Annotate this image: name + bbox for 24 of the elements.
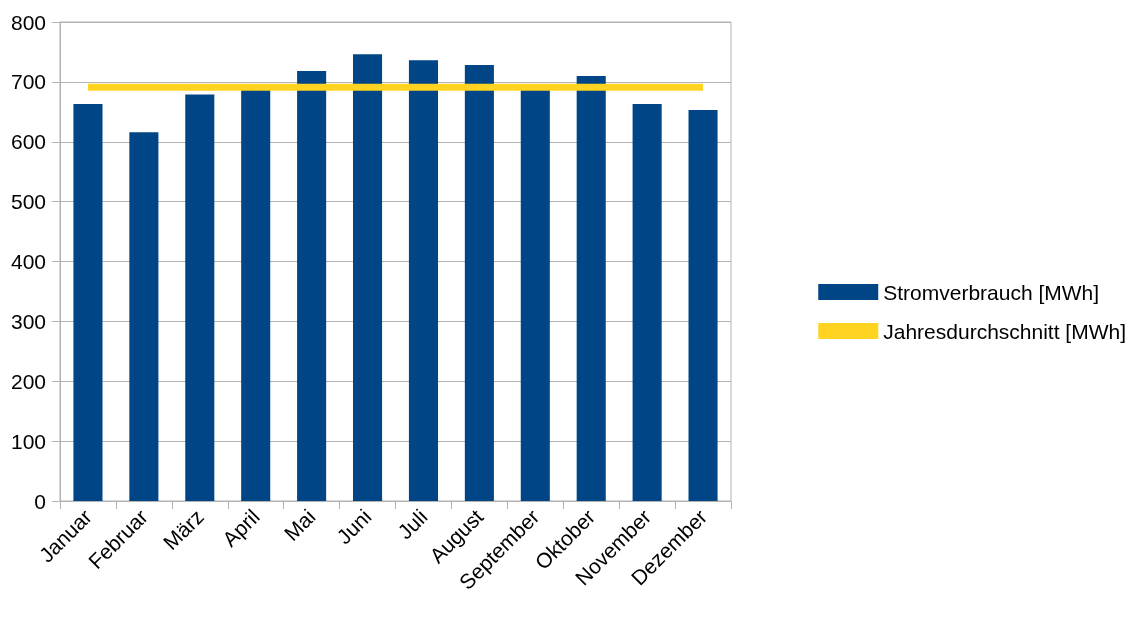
x-tick-label: Juni [332, 504, 376, 549]
y-tick-label: 100 [10, 429, 46, 453]
y-tick-label: 0 [34, 489, 46, 513]
y-tick-label: 600 [10, 130, 46, 154]
bar [73, 104, 103, 501]
bar [297, 71, 327, 501]
bar [408, 60, 438, 501]
bar [353, 54, 383, 501]
y-tick-label: 300 [10, 309, 46, 333]
y-tick-label: 500 [10, 190, 46, 214]
y-tick-label: 200 [10, 369, 46, 393]
legend-label: Stromverbrauch [MWh] [883, 280, 1100, 304]
y-tick-label: 700 [10, 70, 46, 94]
y-tick-label: 800 [10, 10, 46, 34]
x-tick-label: Juli [393, 504, 432, 544]
y-tick-label: 400 [10, 250, 46, 273]
bar [688, 110, 718, 501]
bar [464, 65, 494, 501]
x-tick-label: Mai [279, 504, 320, 546]
bar [632, 104, 662, 501]
legend-label: Jahresdurchschnitt [MWh] [883, 319, 1127, 343]
bar [129, 132, 159, 501]
bar [185, 94, 215, 501]
bar [576, 75, 606, 501]
